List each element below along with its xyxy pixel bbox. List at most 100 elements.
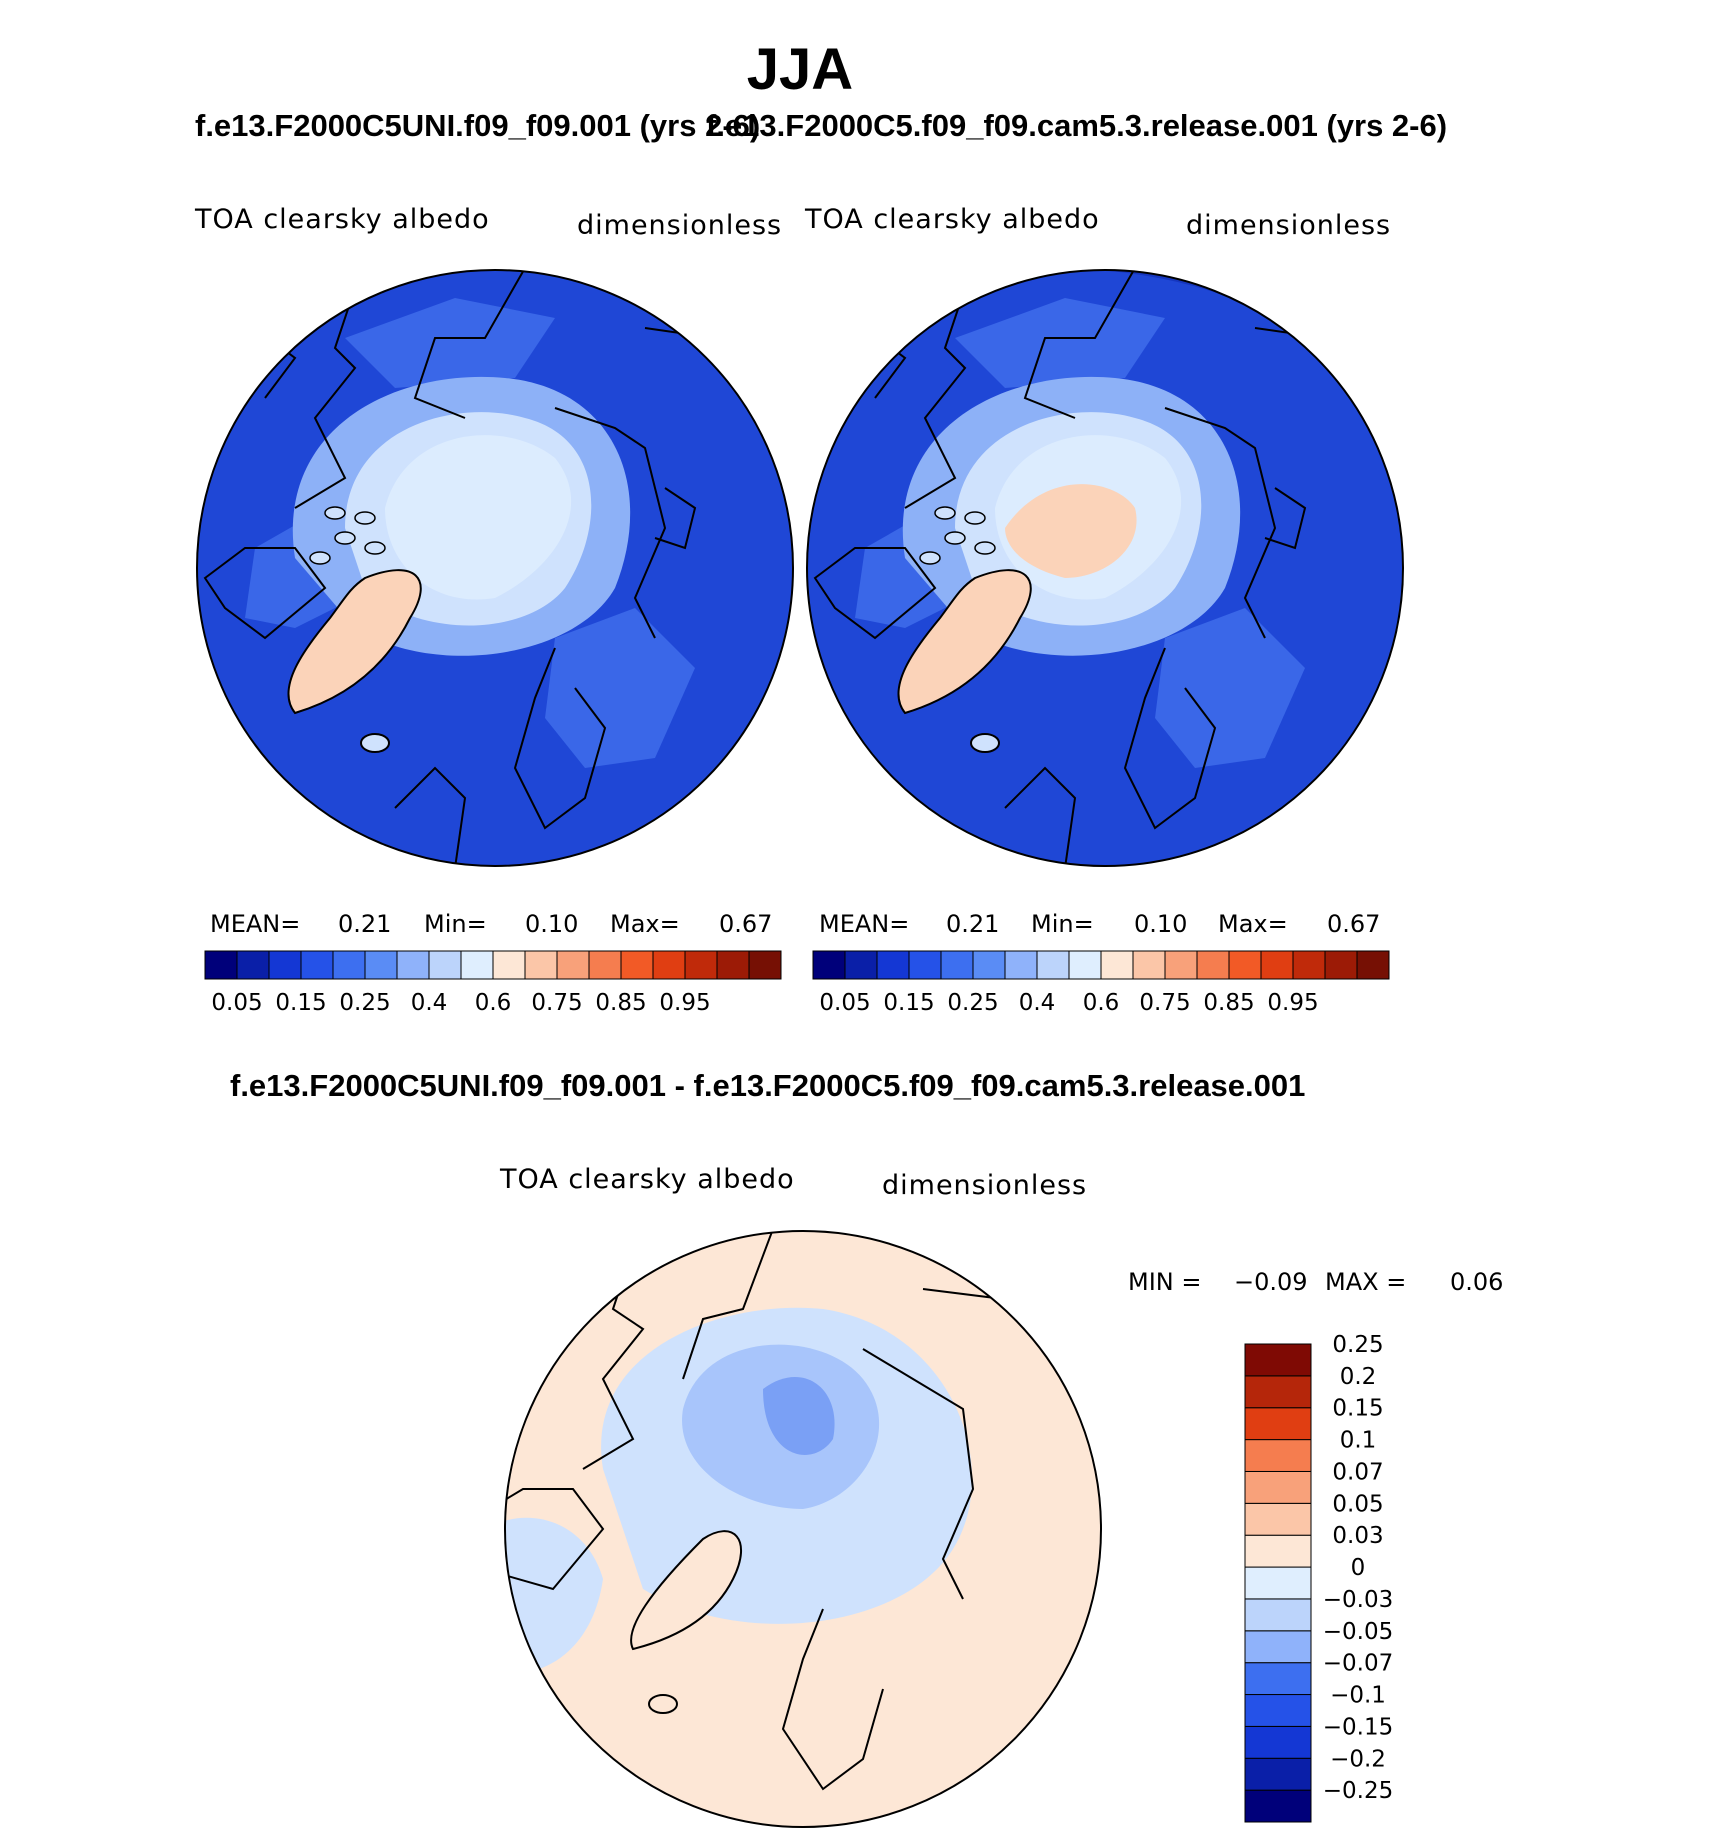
min-label-left: Min= [424,910,487,938]
coastline-1 [203,547,327,640]
map-border-left [196,269,794,867]
colorbar-tick-label: 0.25 [339,990,390,1016]
colorbar-box [492,950,526,980]
colorbar-box [524,950,558,980]
colorbar-box [1244,1407,1312,1441]
coastline-0 [294,287,357,509]
map-panel-right [807,270,1403,866]
coastline-5 [1004,766,1077,866]
coastline-4 [1123,647,1217,830]
coastline-3 [554,407,667,639]
diff-coastline-2 [682,1231,774,1380]
difference-title: f.e13.F2000C5UNI.f09_f09.001 - f.e13.F20… [230,1068,1306,1103]
diff-greenland [630,1530,743,1651]
colorbar-box [1292,950,1326,980]
archipelago-island-3 [934,506,956,520]
colorbar-box [1228,950,1262,980]
mean-value-right: 0.21 [946,910,1000,938]
colorbar-left: 0.05 0.15 0.25 0.4 0.6 0.75 0.85 0.95 [204,950,782,1016]
archipelago-island-2 [964,511,986,525]
map-panel-left [197,270,793,866]
diff-strongest-negative [763,1377,835,1455]
greenland [897,569,1032,715]
archipelago-island-4 [974,541,996,555]
colorbar-box [1244,1502,1312,1536]
colorbar-box [1260,950,1294,980]
diff-min-label: MIN = [1128,1268,1202,1296]
mean-label-right: MEAN= [819,910,910,938]
archipelago-island-1 [309,551,331,565]
min-label-right: Min= [1031,910,1094,938]
diff-coastline-6 [522,1288,565,1360]
colorbar-tick-label: −0.15 [1323,1714,1393,1740]
colorbar-tick-label: 0.95 [659,990,710,1016]
colorbar-box [396,950,430,980]
colorbar-box [1244,1789,1312,1823]
case-title-right: f.e13.F2000C5.f09_f09.cam5.3.release.001… [706,108,1448,143]
archipelago-island-3 [324,506,346,520]
colorbar-box [1100,950,1134,980]
diff-coastline-0 [582,1248,645,1470]
colorbar-tick-label: 0.75 [1139,990,1190,1016]
colorbar-tick-label: 0.4 [1019,990,1056,1016]
map-border-difference [504,1230,1102,1828]
coastline-4 [513,647,607,830]
max-value-left: 0.67 [719,910,773,938]
colorbar-box [1164,950,1198,980]
coastline-2 [1023,270,1136,419]
siberia-zone [955,298,1165,388]
map-panel-difference [505,1231,1101,1827]
siberia-zone [345,298,555,388]
colorbar-box [940,950,974,980]
diff-coastline-3 [862,1348,975,1600]
iceland [970,733,1000,753]
colorbar-tick-label: 0.15 [883,990,934,1016]
colorbar-tick-label: 0.4 [411,990,448,1016]
colorbar-box [236,950,270,980]
variable-label-diff: TOA clearsky albedo [500,1164,795,1195]
colorbar-box [876,950,910,980]
min-value-left: 0.10 [525,910,579,938]
colorbar-box [1244,1343,1312,1377]
colorbar-box [1244,1757,1312,1791]
season-title: JJA [746,37,854,102]
archipelago-island-0 [334,531,356,545]
colorbar-box [332,950,366,980]
colorbar-box [908,950,942,980]
coastline-3 [1164,407,1277,639]
colorbar-box [1244,1566,1312,1600]
archipelago-island-2 [354,511,376,525]
coastline-2 [413,270,526,419]
archipelago-island-0 [944,531,966,545]
colorbar-tick-label: 0.6 [1083,990,1120,1016]
colorbar-box [844,950,878,980]
colorbar-tick-label: −0.07 [1323,1651,1393,1677]
colorbar-box [1324,950,1358,980]
colorbar-tick-label: 0.05 [819,990,870,1016]
colorbar-box [684,950,718,980]
central-arctic [385,435,572,600]
greenland [287,569,422,715]
colorbar-box [1036,950,1070,980]
central-arctic-high-albedo [1005,484,1137,578]
colorbar-tick-label: 0.25 [1332,1332,1383,1358]
colorbar-tick-label: 0.6 [475,990,512,1016]
colorbar-tick-label: 0.03 [1332,1523,1383,1549]
archipelago-island-4 [364,541,386,555]
colorbar-box [972,950,1006,980]
colorbar-box [1244,1534,1312,1568]
colorbar-tick-label: 0.85 [1203,990,1254,1016]
colorbar-box [204,950,238,980]
archipelago-island-1 [919,551,941,565]
colorbar-right: 0.05 0.15 0.25 0.4 0.6 0.75 0.85 0.95 [812,950,1390,1016]
mean-value-left: 0.21 [338,910,392,938]
colorbar-box [556,950,590,980]
colorbar-box [1068,950,1102,980]
coastline-5 [394,766,467,866]
coastline-8 [654,487,697,550]
colorbar-tick-label: −0.2 [1330,1746,1386,1772]
colorbar-box [1244,1662,1312,1696]
diff-max-value: 0.06 [1450,1268,1504,1296]
max-label-left: Max= [610,910,680,938]
units-label-right: dimensionless [1186,210,1392,241]
